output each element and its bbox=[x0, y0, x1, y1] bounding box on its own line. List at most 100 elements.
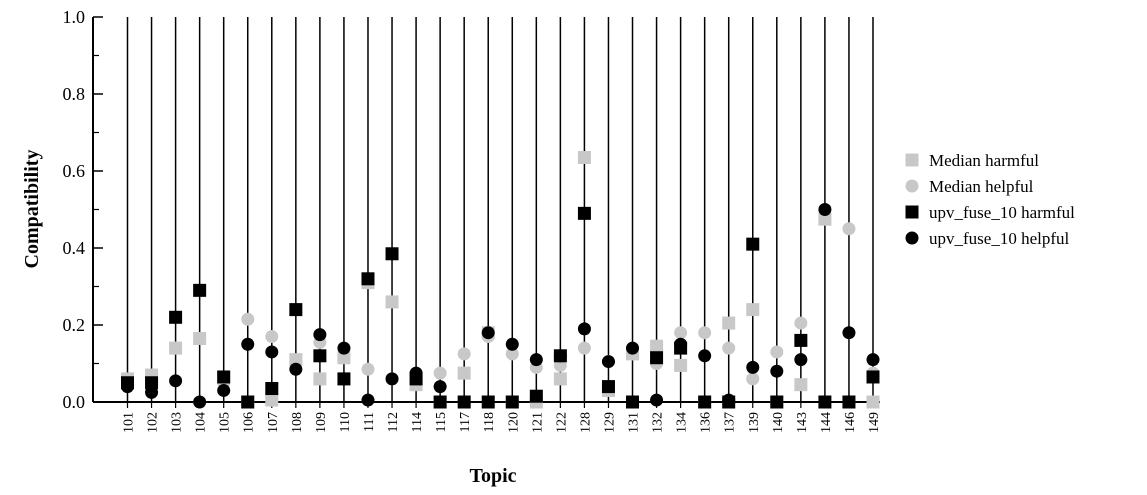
upv-fuse-10-harmful-point-110 bbox=[337, 372, 351, 386]
legend-marker-median-harmful bbox=[905, 153, 919, 167]
axes bbox=[92, 17, 880, 403]
data-points bbox=[121, 151, 880, 409]
upv-fuse-10-harmful-point-139 bbox=[746, 237, 760, 251]
x-tick-label-105: 105 bbox=[218, 412, 233, 433]
x-tick-label-101: 101 bbox=[122, 412, 137, 433]
upv-fuse-10-helpful-point-121 bbox=[529, 353, 543, 367]
upv-fuse-10-helpful-point-132 bbox=[650, 393, 664, 407]
median-harmful-point-132 bbox=[650, 339, 664, 353]
x-tick-label-106: 106 bbox=[242, 412, 257, 433]
upv-fuse-10-helpful-point-128 bbox=[577, 322, 591, 336]
upv-fuse-10-helpful-point-144 bbox=[818, 203, 832, 216]
x-tick-label-122: 122 bbox=[554, 412, 569, 433]
median-harmful-point-128 bbox=[577, 151, 591, 165]
upv-fuse-10-helpful-point-103 bbox=[169, 374, 183, 388]
upv-fuse-10-helpful-point-112 bbox=[385, 372, 399, 386]
median-helpful-point-144 bbox=[818, 212, 832, 226]
upv-fuse-10-harmful-point-149 bbox=[866, 370, 880, 384]
upv-fuse-10-helpful-point-111 bbox=[361, 393, 375, 407]
y-tick-label: 0.6 bbox=[63, 161, 86, 181]
upv-fuse-10-harmful-point-129 bbox=[601, 380, 615, 394]
x-tick-label-115: 115 bbox=[434, 412, 449, 432]
x-tick-label-118: 118 bbox=[482, 412, 497, 432]
median-harmful-point-137 bbox=[722, 316, 736, 330]
upv-fuse-10-harmful-point-112 bbox=[385, 247, 399, 261]
median-helpful-point-120 bbox=[505, 347, 519, 361]
upv-fuse-10-helpful-point-115 bbox=[433, 380, 447, 394]
upv-fuse-10-helpful-point-109 bbox=[313, 328, 327, 342]
topic-drop-lines bbox=[126, 17, 874, 402]
upv-fuse-10-helpful-point-146 bbox=[842, 326, 856, 340]
x-axis-ticks: 101 102 103 104 105 106 107 108 109 110 111 112 114 1… bbox=[122, 402, 882, 433]
median-harmful-point-122 bbox=[553, 372, 567, 386]
upv-fuse-10-harmful-point-109 bbox=[313, 349, 327, 363]
upv-fuse-10-harmful-point-102 bbox=[145, 376, 159, 390]
median-helpful-point-146 bbox=[842, 222, 856, 236]
x-tick-label-121: 121 bbox=[530, 412, 545, 433]
median-harmful-point-117 bbox=[457, 366, 471, 380]
median-harmful-point-143 bbox=[794, 378, 808, 392]
legend-marker-median-helpful bbox=[905, 179, 919, 193]
median-harmful-point-139 bbox=[746, 303, 760, 317]
x-tick-label-128: 128 bbox=[578, 412, 593, 433]
median-helpful-point-117 bbox=[457, 347, 471, 361]
upv-fuse-10-harmful-point-108 bbox=[289, 303, 303, 317]
upv-fuse-10-helpful-point-101 bbox=[121, 380, 134, 394]
x-tick-label-110: 110 bbox=[338, 412, 353, 432]
x-tick-label-144: 144 bbox=[819, 412, 834, 433]
upv-fuse-10-helpful-point-137 bbox=[722, 393, 736, 407]
x-tick-label-143: 143 bbox=[795, 412, 810, 433]
median-harmful-point-104 bbox=[193, 331, 207, 345]
x-tick-label-137: 137 bbox=[723, 412, 738, 433]
upv-fuse-10-harmful-point-143 bbox=[794, 333, 808, 347]
upv-fuse-10-helpful-point-117 bbox=[457, 395, 471, 409]
upv-fuse-10-harmful-point-107 bbox=[265, 382, 279, 396]
upv-fuse-10-helpful-point-110 bbox=[337, 341, 351, 355]
upv-fuse-10-helpful-point-118 bbox=[481, 326, 495, 340]
x-tick-label-107: 107 bbox=[266, 412, 281, 433]
upv-fuse-10-harmful-point-121 bbox=[529, 389, 543, 403]
median-helpful-point-107 bbox=[265, 330, 279, 344]
upv-fuse-10-harmful-point-128 bbox=[577, 206, 591, 220]
upv-fuse-10-helpful-point-114 bbox=[409, 366, 423, 380]
upv-fuse-10-harmful-point-105 bbox=[217, 370, 231, 384]
median-helpful-point-136 bbox=[698, 326, 712, 340]
upv-fuse-10-helpful-point-143 bbox=[794, 353, 808, 367]
upv-fuse-10-harmful-point-104 bbox=[193, 283, 207, 297]
median-helpful-point-143 bbox=[794, 316, 808, 330]
upv-fuse-10-helpful-point-131 bbox=[626, 341, 640, 355]
x-tick-label-146: 146 bbox=[843, 412, 858, 433]
upv-fuse-10-helpful-point-108 bbox=[289, 362, 303, 376]
upv-fuse-10-helpful-point-106 bbox=[241, 337, 255, 351]
x-tick-label-112: 112 bbox=[386, 412, 401, 432]
upv-fuse-10-helpful-point-122 bbox=[553, 349, 567, 363]
upv-fuse-10-harmful-point-132 bbox=[650, 351, 664, 365]
x-tick-label-117: 117 bbox=[458, 412, 473, 432]
upv-fuse-10-helpful-point-134 bbox=[674, 337, 688, 351]
x-tick-label-111: 111 bbox=[362, 412, 377, 432]
upv-fuse-10-helpful-point-105 bbox=[217, 383, 231, 397]
upv-fuse-10-harmful-point-115 bbox=[433, 395, 447, 409]
x-tick-label-104: 104 bbox=[194, 412, 209, 433]
y-axis-ticks: 0.0 0.2 0.4 0.6 0.8 1.0 bbox=[63, 7, 103, 412]
median-helpful-point-134 bbox=[674, 326, 688, 340]
upv-fuse-10-harmful-point-131 bbox=[626, 395, 640, 409]
median-helpful-point-115 bbox=[433, 366, 447, 380]
x-tick-label-149: 149 bbox=[867, 412, 882, 433]
upv-fuse-10-helpful-point-139 bbox=[746, 360, 760, 374]
x-tick-label-134: 134 bbox=[675, 412, 690, 433]
legend-marker-upv-fuse-10-helpful bbox=[905, 231, 919, 245]
x-tick-label-131: 131 bbox=[627, 412, 642, 433]
upv-fuse-10-harmful-point-136 bbox=[698, 395, 712, 409]
x-tick-label-120: 120 bbox=[506, 412, 521, 433]
median-harmful-point-149 bbox=[866, 395, 880, 409]
upv-fuse-10-helpful-point-120 bbox=[505, 337, 519, 351]
median-harmful-point-107 bbox=[265, 393, 279, 407]
median-harmful-point-112 bbox=[385, 295, 399, 309]
upv-fuse-10-helpful-point-140 bbox=[770, 364, 784, 378]
upv-fuse-10-harmful-point-144 bbox=[818, 395, 832, 409]
x-tick-label-129: 129 bbox=[602, 412, 617, 433]
upv-fuse-10-helpful-point-104 bbox=[193, 395, 207, 409]
x-tick-label-139: 139 bbox=[747, 412, 762, 433]
upv-fuse-10-harmful-point-106 bbox=[241, 395, 255, 409]
